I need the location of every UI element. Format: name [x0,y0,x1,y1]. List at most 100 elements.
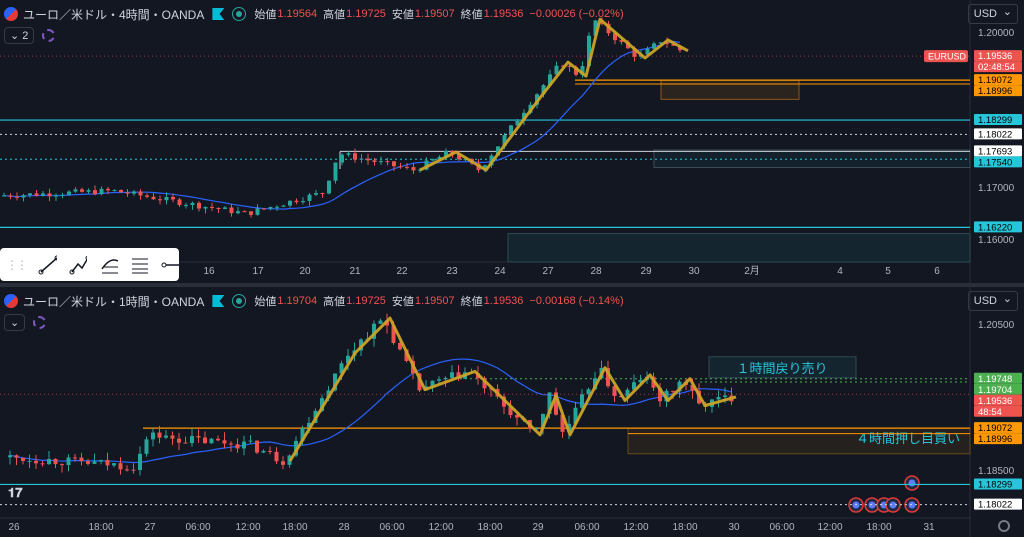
candle[interactable] [255,440,259,455]
path-tool-icon[interactable] [69,255,88,275]
economic-event-icon[interactable] [885,497,901,513]
candle[interactable] [8,450,12,465]
candle[interactable] [223,206,227,210]
candle[interactable] [366,153,370,165]
candle[interactable] [54,193,58,202]
symbol-price-tag[interactable]: EURUSD [924,50,968,63]
chart-panel-4h[interactable]: 1.20000 1.17000 1.16000 EURUSD 1.19536 02:48:… [0,0,1024,283]
candle[interactable] [125,188,130,197]
gear-icon[interactable] [998,520,1010,532]
candle[interactable] [203,206,208,214]
fib-tool-icon[interactable] [99,255,118,275]
candle[interactable] [60,192,65,199]
candle[interactable] [210,202,214,211]
candle[interactable] [262,208,266,211]
candle[interactable] [249,211,253,218]
price-tag[interactable]: 1.16220 [974,221,1022,233]
candle[interactable] [515,118,520,126]
indicator-icon[interactable] [42,29,56,42]
economic-event-icon[interactable] [904,475,920,491]
candle[interactable] [261,449,266,454]
candle[interactable] [66,454,71,472]
price-tag[interactable]: 1.17540 [974,156,1022,168]
candle[interactable] [138,446,142,476]
price-tag[interactable]: 1.19072 [974,74,1022,86]
candle[interactable] [73,454,77,462]
candle[interactable] [41,190,45,197]
candle[interactable] [196,429,201,443]
zigzag-line[interactable] [419,17,689,172]
candle[interactable] [385,157,390,166]
candle[interactable] [645,46,650,55]
candle[interactable] [255,204,260,216]
candle[interactable] [93,185,97,196]
candle[interactable] [157,425,162,444]
moving-average-line[interactable] [3,40,681,210]
candle[interactable] [177,432,181,451]
chart-1h-canvas[interactable]: １時間戻り売り４時間押し目買い1.205001.185001.197481.19… [0,287,1024,537]
candle[interactable] [508,400,513,418]
symbol-title[interactable]: ユーロ／米ドル・1時間・OANDA [23,294,205,309]
candle[interactable] [106,186,110,195]
candle[interactable] [99,459,103,465]
candle[interactable] [320,192,325,198]
candle[interactable] [580,389,584,412]
candle[interactable] [209,437,214,444]
price-tag[interactable]: 1.19704 [974,383,1022,396]
horizontal-ray-icon[interactable] [160,255,179,275]
candle[interactable] [353,148,357,163]
candle[interactable] [27,454,32,469]
panel-divider[interactable] [0,283,1024,287]
candle[interactable] [301,197,305,205]
candle[interactable] [34,190,39,197]
candle[interactable] [151,193,156,200]
candle[interactable] [216,207,221,213]
price-tag[interactable]: 1.18022 [974,498,1022,511]
demand-zone-box[interactable] [653,149,971,169]
candle[interactable] [411,162,416,175]
candle[interactable] [242,210,247,213]
candle[interactable] [28,192,32,198]
candle[interactable] [99,186,104,196]
tradingview-logo-icon[interactable]: 𝟏𝟕 [8,485,23,500]
candle[interactable] [372,157,377,166]
candle[interactable] [132,189,136,196]
price-tag[interactable]: 1.18299 [974,478,1022,490]
candle[interactable] [235,438,240,453]
candle[interactable] [229,203,234,217]
candle[interactable] [40,460,45,467]
currency-select[interactable]: USD [967,291,1018,311]
candle[interactable] [183,436,188,444]
candle[interactable] [405,162,409,170]
candle[interactable] [398,162,403,169]
candle[interactable] [79,452,84,466]
candle[interactable] [281,204,286,207]
candle[interactable] [190,201,195,210]
price-tag[interactable]: 1.17693 [974,145,1022,157]
candle[interactable] [294,198,299,205]
drag-handle-icon[interactable]: ⋮⋮ [6,257,28,272]
candle[interactable] [275,205,279,211]
candle[interactable] [216,435,220,442]
candle[interactable] [248,435,253,444]
indicators-collapse-button[interactable]: ⌄ 2 [4,27,35,44]
candle[interactable] [158,195,162,205]
candle[interactable] [314,189,318,196]
candle[interactable] [60,463,64,473]
candle[interactable] [431,158,435,162]
indicator-icon[interactable] [33,316,47,329]
candle[interactable] [86,188,91,194]
candle[interactable] [171,193,175,203]
candle[interactable] [144,436,149,457]
candle[interactable] [177,197,182,207]
moving-average-line[interactable] [9,358,732,464]
candle[interactable] [21,457,25,465]
trend-line-icon[interactable] [38,255,57,275]
price-tag[interactable]: 1.18299 [974,114,1022,126]
candle[interactable] [379,156,383,165]
price-tag[interactable]: 1.18996 [974,85,1022,97]
price-tag[interactable]: 1.18996 [974,433,1022,445]
price-tag[interactable]: 1.19072 [974,422,1022,434]
candle[interactable] [554,387,558,416]
